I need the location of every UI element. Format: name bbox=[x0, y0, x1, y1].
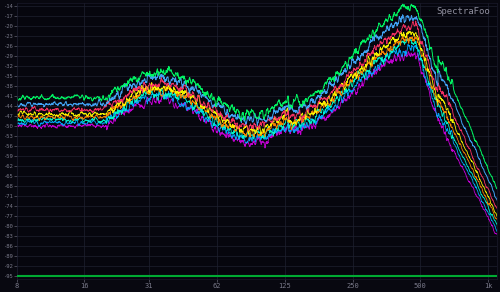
Text: SpectraFoo: SpectraFoo bbox=[436, 7, 490, 16]
